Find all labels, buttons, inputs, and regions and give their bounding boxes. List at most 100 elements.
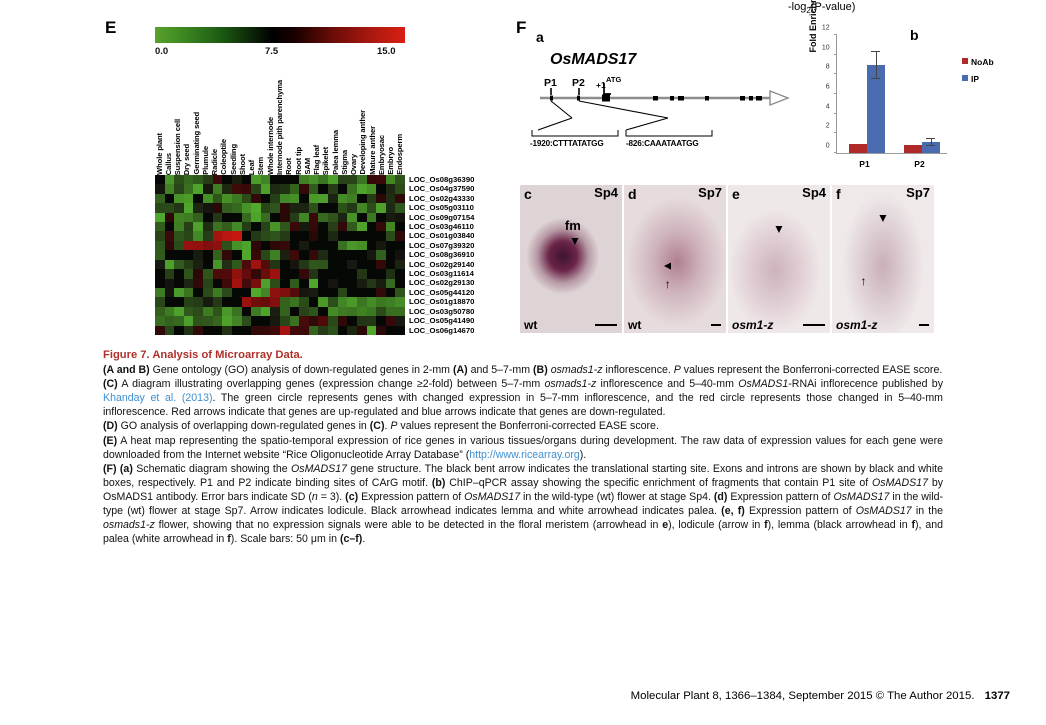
heatmap-column-label: Embryo bbox=[386, 147, 396, 175]
heatmap-cell bbox=[231, 325, 242, 335]
heatmap-cell bbox=[366, 250, 377, 260]
heatmap-cell bbox=[366, 297, 377, 307]
micrograph-pointer-marker: ▲ bbox=[568, 235, 581, 250]
heatmap-cell bbox=[260, 325, 271, 335]
heatmap-cell bbox=[385, 231, 396, 241]
heatmap-column-label: Mature anther bbox=[367, 126, 377, 175]
heatmap-cell bbox=[328, 250, 338, 260]
heatmap-cell bbox=[366, 212, 377, 223]
heatmap-cell bbox=[251, 269, 261, 279]
heatmap-cell bbox=[183, 175, 194, 185]
heatmap-cell bbox=[155, 250, 165, 260]
chart-bar bbox=[903, 144, 922, 153]
heatmap-cell bbox=[183, 184, 194, 194]
chart-legend-item: IP bbox=[962, 74, 979, 84]
heatmap-cell bbox=[328, 203, 338, 213]
heatmap-cell bbox=[155, 222, 165, 232]
heatmap-colorbar bbox=[155, 27, 405, 43]
heatmap-cell bbox=[376, 250, 386, 260]
heatmap-column-label: Ovary bbox=[349, 153, 359, 175]
heatmap-cell bbox=[328, 184, 338, 194]
heatmap-cell bbox=[241, 193, 252, 204]
micrograph-pointer-marker: ▲ bbox=[659, 260, 674, 272]
heatmap-cell bbox=[222, 325, 232, 335]
micrograph-stage-label: Sp4 bbox=[594, 185, 618, 200]
heatmap-cell bbox=[260, 278, 271, 288]
heatmap-cell bbox=[231, 269, 242, 279]
heatmap-cell bbox=[183, 240, 194, 251]
heatmap-cell bbox=[308, 193, 319, 204]
heatmap-cell bbox=[356, 184, 367, 194]
heatmap-cell bbox=[289, 278, 300, 288]
heatmap-cell bbox=[356, 287, 367, 298]
heatmap-cell bbox=[337, 175, 348, 185]
heatmap-cell bbox=[308, 297, 319, 307]
chart-bar bbox=[848, 143, 867, 153]
heatmap-cell bbox=[155, 193, 165, 204]
heatmap-cell bbox=[366, 175, 377, 185]
heatmap-cell bbox=[222, 269, 232, 279]
heatmap-cell bbox=[193, 175, 204, 185]
heatmap-cell bbox=[222, 287, 232, 298]
heatmap-cell bbox=[376, 259, 386, 270]
heatmap-cell bbox=[376, 212, 386, 223]
heatmap-cell bbox=[299, 259, 309, 270]
micrograph-genotype-label: osm1-z bbox=[732, 318, 774, 332]
heatmap-row-label: LOC_Os01g18870 bbox=[409, 297, 475, 307]
heatmap-cell bbox=[251, 231, 261, 241]
heatmap-cell bbox=[241, 212, 252, 223]
site-label-p2: P2 bbox=[572, 77, 585, 89]
heatmap-cell bbox=[174, 306, 184, 317]
heatmap-cell bbox=[222, 316, 232, 326]
heatmap-cell bbox=[347, 306, 357, 317]
heatmap-cell bbox=[289, 297, 300, 307]
heatmap-cell bbox=[212, 212, 223, 223]
heatmap-cell bbox=[299, 231, 309, 241]
chart-y-tick: 4 bbox=[825, 103, 830, 111]
heatmap-cell bbox=[183, 203, 194, 213]
chart-y-tick: 6 bbox=[825, 83, 830, 91]
heatmap-cell bbox=[318, 193, 329, 204]
heatmap-row-label: LOC_Os04g37590 bbox=[409, 184, 475, 194]
heatmap-cell bbox=[212, 325, 223, 335]
heatmap-cell bbox=[193, 306, 204, 317]
heatmap-cell bbox=[174, 193, 184, 204]
heatmap-cell bbox=[280, 306, 290, 317]
heatmap-cell bbox=[395, 231, 405, 241]
heatmap-cell bbox=[222, 259, 232, 270]
heatmap-cell bbox=[164, 325, 175, 335]
heatmap-cell bbox=[174, 297, 184, 307]
heatmap-row-label: LOC_Os03g11614 bbox=[409, 269, 474, 279]
heatmap-row-label: LOC_Os08g36390 bbox=[409, 175, 475, 184]
micrograph-pointer-marker: ↑ bbox=[664, 276, 671, 291]
micrograph-panel-e: e Sp4 osm1-z ▲ bbox=[728, 185, 830, 333]
heatmap-cell bbox=[366, 222, 377, 232]
heatmap-cell bbox=[203, 316, 213, 326]
heatmap-cell bbox=[155, 259, 165, 270]
heatmap-cell bbox=[318, 203, 329, 213]
heatmap-cell bbox=[395, 222, 405, 232]
heatmap-cell bbox=[337, 222, 348, 232]
heatmap-cell bbox=[366, 203, 377, 213]
heatmap-cell bbox=[299, 212, 309, 223]
heatmap-column-label: Palea lemma bbox=[330, 130, 340, 175]
heatmap-cell bbox=[289, 306, 300, 317]
heatmap-cell bbox=[318, 325, 329, 335]
heatmap-cell bbox=[164, 231, 175, 241]
heatmap-cell bbox=[308, 287, 319, 298]
heatmap-cell bbox=[251, 184, 261, 194]
heatmap-cell bbox=[183, 231, 194, 241]
heatmap-cell bbox=[356, 316, 367, 326]
heatmap-cell bbox=[260, 259, 271, 270]
heatmap-cell bbox=[395, 297, 405, 307]
heatmap-row-label: LOC_Os02g29130 bbox=[409, 278, 475, 288]
heatmap-cell bbox=[308, 325, 319, 335]
heatmap-cell bbox=[376, 278, 386, 288]
heatmap-column-label: Endosperm bbox=[395, 134, 405, 175]
heatmap-cell bbox=[251, 222, 261, 232]
heatmap-column-label: Dry seed bbox=[182, 143, 192, 175]
heatmap-cell bbox=[270, 231, 280, 241]
heatmap-cell bbox=[280, 212, 290, 223]
heatmap-row-labels: LOC_Os08g36390 LOC_Os04g37590 LOC_Os02g433… bbox=[409, 175, 519, 335]
heatmap-cell bbox=[308, 259, 319, 270]
